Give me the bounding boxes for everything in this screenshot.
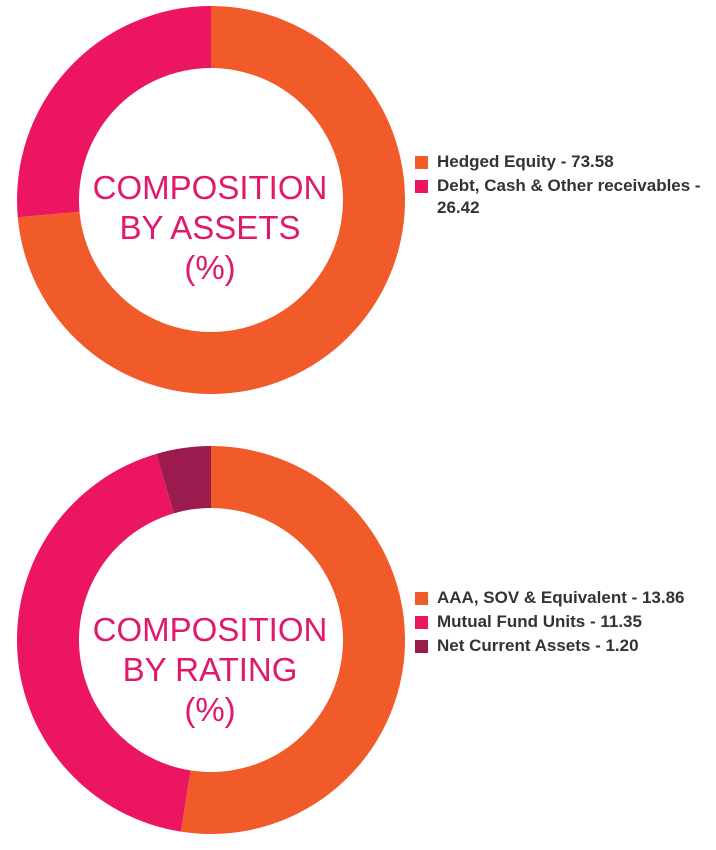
assets-chart-title: COMPOSITION BY ASSETS (%): [60, 168, 360, 288]
legend-item-aaa-sov: AAA, SOV & Equivalent - 13.86: [415, 587, 715, 609]
assets-title-line-1: COMPOSITION: [92, 169, 328, 206]
legend-label: AAA, SOV & Equivalent - 13.86: [437, 588, 685, 607]
assets-title-line-2: BY ASSETS: [119, 209, 301, 246]
assets-slice-2: [16, 6, 211, 218]
legend-swatch: [415, 592, 428, 605]
legend-label: Hedged Equity - 73.58: [437, 152, 614, 171]
legend-swatch: [415, 640, 428, 653]
assets-slice-1: [17, 6, 406, 394]
assets-legend: Hedged Equity - 73.58 Debt, Cash & Other…: [415, 151, 715, 221]
composition-by-assets-chart: COMPOSITION BY ASSETS (%) Hedged Equity …: [0, 0, 716, 410]
composition-by-rating-chart: COMPOSITION BY RATING (%) AAA, SOV & Equ…: [0, 440, 716, 850]
legend-item-net-current-assets: Net Current Assets - 1.20: [415, 635, 715, 657]
assets-donut: [16, 6, 406, 394]
rating-chart-title: COMPOSITION BY RATING (%): [60, 610, 360, 730]
assets-title-line-3: (%): [184, 249, 236, 286]
rating-slice-1: [180, 446, 405, 834]
legend-swatch: [415, 616, 428, 629]
legend-swatch: [415, 156, 428, 169]
legend-label: Mutual Fund Units - 11.35: [437, 612, 642, 631]
rating-title-line-2: BY RATING: [122, 651, 298, 688]
rating-title-line-1: COMPOSITION: [92, 611, 328, 648]
legend-swatch: [415, 180, 428, 193]
legend-item-debt-cash: Debt, Cash & Other receivables - 26.42: [415, 175, 715, 219]
legend-label: Debt, Cash & Other receivables - 26.42: [437, 176, 701, 217]
rating-legend: AAA, SOV & Equivalent - 13.86 Mutual Fun…: [415, 587, 715, 659]
legend-item-mutual-fund-units: Mutual Fund Units - 11.35: [415, 611, 715, 633]
rating-title-line-3: (%): [184, 691, 236, 728]
rating-slice-3: [156, 446, 211, 514]
rating-slice-2: [17, 453, 191, 832]
legend-item-hedged-equity: Hedged Equity - 73.58: [415, 151, 715, 173]
rating-donut: [17, 446, 405, 834]
legend-label: Net Current Assets - 1.20: [437, 636, 639, 655]
